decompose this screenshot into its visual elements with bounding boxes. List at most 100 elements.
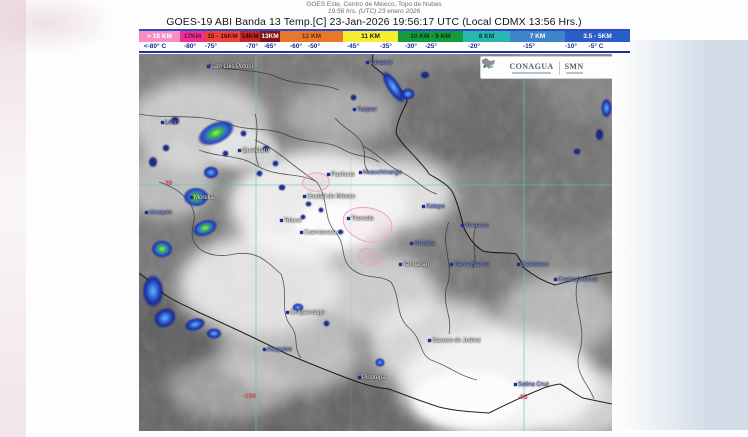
city-label: Tuxpan [353,107,377,113]
cloud-blob [278,184,286,191]
city-dot [410,241,413,245]
city-name: Xalapa [426,204,445,210]
city-dot [554,277,557,281]
city-label: Huauchinango [359,170,402,176]
city-dot [366,60,369,64]
smn-wordmark: SMN [564,61,584,71]
city-name: Oaxaca de Juárez [432,338,481,344]
temp-tick-label: -15° [523,43,535,50]
city-dot [517,262,520,266]
city-label: Orizaba [410,241,435,247]
city-name: Tehuacán [403,262,430,268]
scale-segment: 8 KM [463,31,510,42]
city-label: Toluca [280,218,301,224]
scale-segment: 11 KM [343,31,398,42]
logo-divider [558,60,560,75]
cloud-blob [375,358,385,367]
city-label: Xalapa [422,204,445,210]
temperature-scale: <-80° C -80° -75° -70° -65° -60° -50° -45° -35° -… [139,42,630,51]
city-label: Querétaro [238,148,269,154]
city-name: Coatzacoalcos [558,277,598,283]
satellite-imagery-layer [139,54,612,431]
cloud-blob [272,160,279,167]
cloud-blob [240,130,247,137]
city-name: Pachuca [331,172,355,178]
city-label: Chilpancingo [286,310,325,316]
scale-segment: 7 KM [510,31,565,42]
cloud-blob [323,320,330,327]
city-name: Orizaba [414,241,436,247]
header-subtitle-2: 19:56 hrs. (UTC) 23 enero 2026 [327,8,421,15]
city-dot [327,172,330,176]
city-dot [280,218,283,222]
city-label: Pachuca [327,172,354,178]
conagua-logo: CONAGUA [483,61,554,74]
city-dot [422,204,425,208]
cloud-blob [151,240,173,258]
coastline [139,54,612,414]
conagua-icon [483,61,494,69]
city-name: Tierra Blanca [454,262,490,268]
cloud-blob [292,303,304,312]
city-dot [161,120,164,124]
scale-segment: 13KM [260,31,280,42]
agency-logos: CONAGUA SMN [480,56,612,79]
page-title: GOES-19 ABI Banda 13 Temp.[C] 23-Jan-202… [166,16,582,28]
city-dot [207,64,210,68]
cloud-blob [305,201,312,207]
scale-divider-line [139,51,630,53]
temp-tick-label: -80° [184,43,196,50]
cloud-blob [183,187,209,207]
cloud-blob [350,94,357,101]
city-label: Oaxaca de Juárez [428,338,481,344]
grid-coordinate-label: -95 [518,394,528,401]
conagua-subtext-line [511,71,552,74]
cloud-blob [148,156,158,168]
cold-top-contours [301,172,393,266]
city-name: Tlaxcala [351,216,374,222]
city-label: Tehuacán [399,262,429,268]
boundaries-grid-layer [139,54,612,431]
temp-tick-label: <-80° C [143,43,167,50]
title-divider-line [139,29,630,31]
city-dot [428,338,431,342]
city-label: León [161,120,178,126]
state-borders [139,63,595,400]
city-name: Uruapan [149,210,173,216]
temp-tick-label: -45° [347,43,359,50]
city-label: Morelia [190,195,214,201]
scale-segment: 14KM [240,31,260,42]
city-name: Huauchinango [363,170,402,176]
scale-segment: 17KM [180,31,205,42]
city-name: Toluca [284,218,302,224]
cloud-blob [170,116,180,125]
city-dot [347,216,350,220]
city-label: San Luis Potosí [207,64,253,70]
city-name: Ciudad de México [307,194,356,200]
city-name: Acapulco [267,347,292,353]
city-dot [145,210,148,214]
city-label: Tlaxcala [347,216,373,222]
header-subtitle-1: GOES Este, Centro de México, Topo de Nub… [306,1,442,8]
city-label: Veracruz [461,223,489,229]
temp-tick-label: -50° [308,43,320,50]
temp-tick-label: -10° [565,43,577,50]
cloud-blob [162,144,170,152]
city-label: Uruapan [145,210,172,216]
city-name: Catemaco [521,262,549,268]
city-label: Cuernavaca [300,230,336,236]
scale-segment: 15 - 16KM [205,31,240,42]
cloud-blob [318,207,324,213]
cloud-blob [601,98,612,118]
scale-segment: 3.5 - 5KM [565,31,630,42]
city-label: Catemaco [517,262,548,268]
city-dot [514,382,517,386]
city-dot [263,347,266,351]
conagua-wordmark: CONAGUA [509,61,554,71]
cloud-blob [595,128,604,141]
cloud-blob [337,229,344,235]
city-name: Cuernavaca [304,230,337,236]
city-label: Tampico [366,60,392,66]
city-name: Tampico [370,60,393,66]
city-name: León [165,120,179,126]
